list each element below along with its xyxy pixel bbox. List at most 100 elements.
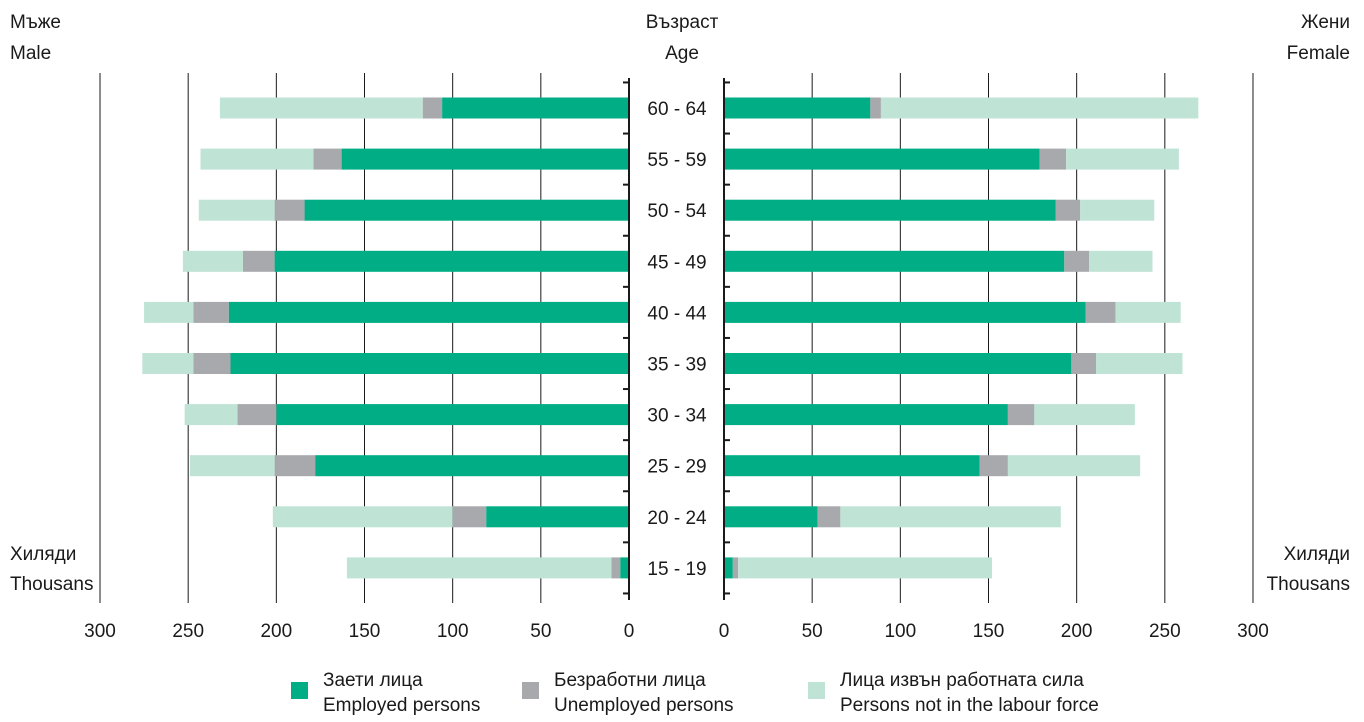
bar-female-employed-9	[724, 557, 733, 579]
bar-female-unemployed-5	[1071, 353, 1097, 374]
bar-male-employed-5	[230, 353, 629, 374]
bar-female-inactive-5	[1096, 353, 1183, 374]
age-label-2: 50 - 54	[647, 201, 707, 222]
age-label-9: 15 - 19	[647, 559, 706, 580]
bar-female-unemployed-2	[1055, 199, 1081, 221]
bar-female-employed-8	[724, 506, 818, 528]
legend-item-inactive: Лица извън работната сила Persons not in…	[808, 668, 1099, 718]
bar-male-inactive-9	[346, 557, 612, 579]
bar-male-employed-7	[315, 455, 629, 477]
bar-female-unemployed-7	[979, 455, 1008, 477]
bar-male-inactive-8	[272, 506, 453, 528]
female-label-en: Female	[1286, 43, 1350, 64]
age-label-0: 60 - 64	[647, 99, 707, 120]
bar-female-employed-4	[724, 301, 1086, 323]
tick-label-male-0: 0	[624, 621, 635, 642]
tick-label-male-100: 100	[437, 621, 469, 642]
tick-label-male-50: 50	[530, 621, 551, 642]
bar-female-employed-1	[724, 148, 1040, 170]
bar-male-unemployed-4	[193, 301, 229, 323]
bar-male-employed-1	[341, 148, 629, 170]
male-label-bg: Мъже	[10, 12, 61, 33]
bar-male-unemployed-0	[422, 97, 443, 119]
tick-label-female-0: 0	[719, 621, 730, 642]
bar-female-unemployed-4	[1085, 301, 1116, 323]
bar-male-inactive-4	[144, 301, 194, 323]
bar-female-inactive-6	[1034, 404, 1135, 426]
bar-female-unemployed-0	[870, 97, 881, 119]
legend-swatch-employed	[291, 682, 308, 699]
age-label-4: 40 - 44	[647, 303, 707, 324]
tick-label-male-250: 250	[172, 621, 204, 642]
bar-female-inactive-4	[1115, 301, 1181, 323]
bar-male-inactive-2	[198, 199, 275, 221]
bar-male-unemployed-5	[193, 353, 231, 374]
bar-male-inactive-3	[182, 250, 243, 272]
tick-label-female-50: 50	[802, 621, 823, 642]
bar-male-unemployed-1	[313, 148, 342, 170]
age-label-7: 25 - 29	[647, 457, 706, 478]
bar-male-employed-9	[620, 557, 629, 579]
bar-female-inactive-1	[1066, 148, 1179, 170]
bar-male-employed-3	[274, 250, 629, 272]
bar-female-employed-5	[724, 353, 1072, 374]
legend-swatch-inactive	[808, 682, 825, 699]
bar-female-inactive-2	[1080, 199, 1155, 221]
legend-label-employed-bg: Заети лица	[323, 670, 423, 691]
legend-label-unemployed-en: Unemployed persons	[554, 695, 734, 716]
tick-label-male-150: 150	[349, 621, 381, 642]
bar-female-unemployed-9	[732, 557, 739, 579]
bar-female-inactive-9	[738, 557, 993, 579]
legend-item-employed: Заети лица Employed persons	[291, 668, 480, 718]
age-label-bg: Възраст	[645, 12, 719, 33]
age-label-3: 45 - 49	[647, 252, 706, 273]
units-label-right-en: Thousans	[1266, 574, 1350, 595]
bar-male-employed-6	[276, 404, 629, 426]
units-label-left-en: Thousans	[10, 574, 94, 595]
bar-male-unemployed-7	[274, 455, 316, 477]
bar-female-unemployed-1	[1039, 148, 1067, 170]
bar-male-inactive-0	[219, 97, 423, 119]
units-label-right-bg: Хиляди	[1283, 544, 1350, 565]
bar-male-inactive-5	[142, 353, 194, 374]
tick-label-female-300: 300	[1237, 621, 1269, 642]
bar-male-inactive-6	[184, 404, 238, 426]
tick-label-male-200: 200	[260, 621, 292, 642]
female-label-bg: Жени	[1301, 12, 1350, 33]
age-label-8: 20 - 24	[647, 508, 707, 529]
bar-female-employed-6	[724, 404, 1008, 426]
bar-female-inactive-8	[840, 506, 1061, 528]
bar-male-inactive-1	[200, 148, 314, 170]
bar-male-unemployed-8	[452, 506, 487, 528]
bar-male-employed-0	[442, 97, 629, 119]
tick-label-female-200: 200	[1061, 621, 1093, 642]
bar-male-unemployed-9	[611, 557, 621, 579]
units-label-left-bg: Хиляди	[10, 544, 77, 565]
male-label-en: Male	[10, 43, 52, 64]
bar-male-unemployed-2	[274, 199, 305, 221]
age-label-6: 30 - 34	[647, 406, 707, 427]
bar-male-employed-8	[486, 506, 629, 528]
bar-female-inactive-7	[1007, 455, 1141, 477]
legend-label-unemployed-bg: Безработни лица	[554, 670, 706, 691]
age-label-1: 55 - 59	[647, 150, 706, 171]
bar-female-employed-2	[724, 199, 1056, 221]
bar-male-employed-4	[228, 301, 629, 323]
tick-label-female-100: 100	[884, 621, 916, 642]
bar-male-inactive-7	[189, 455, 275, 477]
age-label-5: 35 - 39	[647, 355, 706, 376]
bar-female-unemployed-6	[1007, 404, 1035, 426]
tick-label-female-150: 150	[973, 621, 1005, 642]
legend-item-unemployed: Безработни лица Unemployed persons	[522, 668, 734, 718]
bar-male-unemployed-3	[242, 250, 275, 272]
bar-male-unemployed-6	[237, 404, 277, 426]
bar-female-employed-3	[724, 250, 1065, 272]
tick-label-male-300: 300	[84, 621, 116, 642]
bar-female-unemployed-3	[1064, 250, 1090, 272]
bar-female-unemployed-8	[817, 506, 841, 528]
bar-female-inactive-3	[1089, 250, 1153, 272]
bar-female-employed-7	[724, 455, 980, 477]
legend-label-employed-en: Employed persons	[323, 695, 481, 716]
legend-swatch-unemployed	[522, 682, 539, 699]
legend-label-inactive-en: Persons not in the labour force	[840, 695, 1099, 716]
